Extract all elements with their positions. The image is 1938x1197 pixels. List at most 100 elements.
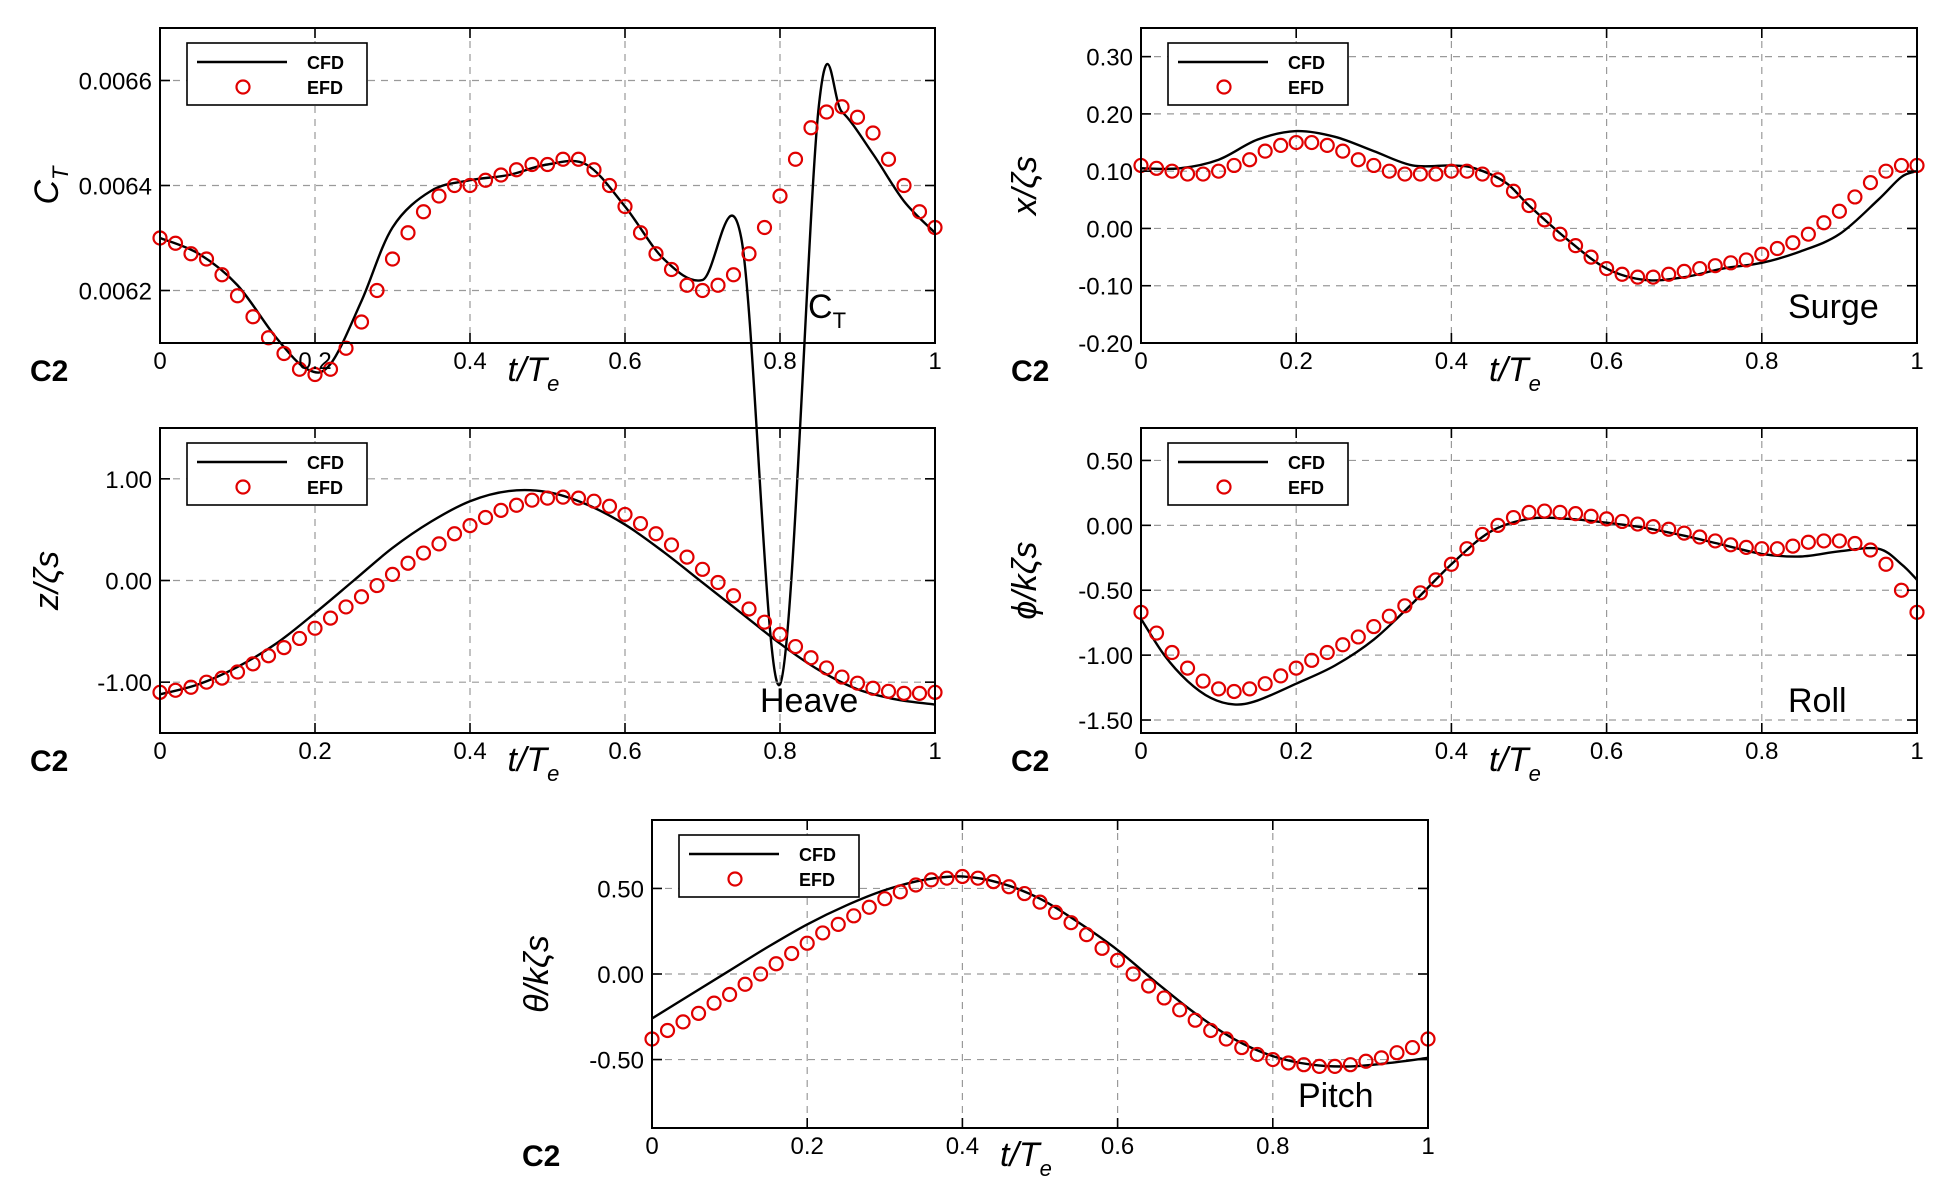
y-axis-label: θ/kζs bbox=[518, 935, 556, 1013]
y-tick-label: 1.00 bbox=[105, 467, 152, 494]
efd-data-point bbox=[1172, 1002, 1188, 1018]
efd-data-point bbox=[939, 870, 955, 886]
efd-data-point bbox=[1831, 533, 1848, 549]
efd-data-point bbox=[1257, 143, 1273, 159]
efd-data-point bbox=[617, 506, 633, 523]
efd-data-point bbox=[663, 261, 680, 278]
legend-box bbox=[186, 42, 368, 106]
efd-data-point bbox=[772, 188, 788, 204]
legend-efd-label: EFD bbox=[307, 478, 343, 498]
y-axis-label-main: x/ζs bbox=[1006, 156, 1044, 217]
efd-data-point bbox=[1800, 534, 1816, 550]
efd-data-point bbox=[1428, 572, 1444, 588]
x-axis-label-sub: e bbox=[547, 761, 559, 786]
x-axis-label-main: t/T bbox=[1489, 741, 1531, 779]
efd-data-point bbox=[508, 162, 525, 178]
efd-data-point bbox=[1769, 240, 1785, 257]
efd-data-point bbox=[1342, 1057, 1359, 1073]
x-tick-label: 0.4 bbox=[1435, 738, 1468, 765]
panel-tag: C2 bbox=[1011, 745, 1049, 778]
efd-data-point bbox=[679, 277, 695, 293]
y-tick-label: -1.00 bbox=[1078, 643, 1133, 670]
y-tick-label: 0.20 bbox=[1086, 102, 1133, 129]
efd-data-point bbox=[586, 493, 602, 509]
efd-data-point bbox=[276, 345, 292, 362]
legend: CFD EFD bbox=[186, 42, 368, 106]
y-tick-label: -1.50 bbox=[1078, 708, 1133, 735]
legend-efd-label: EFD bbox=[799, 870, 835, 890]
efd-data-point bbox=[849, 675, 866, 691]
efd-data-point bbox=[431, 536, 447, 552]
efd-data-point bbox=[877, 891, 893, 907]
efd-data-point bbox=[834, 669, 850, 685]
efd-data-point bbox=[659, 1022, 676, 1039]
x-tick-label: 0.4 bbox=[453, 348, 486, 375]
efd-data-point bbox=[586, 162, 602, 178]
efd-data-point bbox=[725, 588, 742, 604]
efd-data-point bbox=[555, 151, 571, 167]
efd-data-point bbox=[462, 517, 478, 534]
efd-data-point bbox=[322, 610, 339, 626]
chart-roll: 0 0.2 0.4 0.6 0.8 1 -1.50 -1.00 -0.50 0.00 0.50 t/T… bbox=[1006, 427, 1925, 786]
efd-data-point bbox=[1265, 1051, 1281, 1068]
x-tick-label: 0.8 bbox=[1745, 348, 1778, 375]
efd-data-point bbox=[1389, 1045, 1405, 1061]
chart-pitch: 0 0.2 0.4 0.6 0.8 1 -0.50 0.00 0.50 t/Te θ/kζs C2 Pi… bbox=[518, 819, 1436, 1181]
y-axis-label-main: z/ζs bbox=[28, 551, 66, 611]
efd-data-point bbox=[245, 656, 261, 672]
efd-data-point bbox=[706, 995, 722, 1011]
efd-data-point bbox=[849, 109, 866, 125]
efd-data-point bbox=[923, 872, 939, 888]
legend-cfd-label: CFD bbox=[1288, 453, 1325, 473]
efd-data-point bbox=[369, 282, 385, 299]
efd-data-point bbox=[384, 566, 401, 583]
efd-data-point bbox=[725, 267, 742, 283]
y-axis-label: CT bbox=[28, 165, 73, 205]
efd-data-point bbox=[1094, 940, 1110, 956]
efd-data-point bbox=[400, 555, 416, 571]
x-axis-label-main: t/T bbox=[1000, 1136, 1042, 1174]
efd-data-point bbox=[508, 497, 525, 513]
efd-data-point bbox=[1707, 533, 1723, 549]
plot-frame bbox=[1140, 427, 1918, 734]
x-tick-label: 1 bbox=[1910, 738, 1923, 765]
x-tick-label: 0.6 bbox=[608, 348, 641, 375]
legend-efd-swatch bbox=[235, 79, 251, 95]
legend-cfd-label: CFD bbox=[307, 53, 344, 73]
efd-data-point bbox=[1676, 263, 1692, 280]
efd-data-point bbox=[1210, 163, 1227, 179]
efd-data-point bbox=[1878, 163, 1894, 179]
efd-data-point bbox=[1148, 160, 1165, 176]
efd-data-point bbox=[861, 899, 877, 915]
efd-data-point bbox=[753, 966, 769, 982]
legend-efd-label: EFD bbox=[307, 78, 343, 98]
efd-data-point bbox=[183, 679, 199, 695]
efd-data-point bbox=[1381, 163, 1397, 179]
plot-frame bbox=[1140, 27, 1918, 344]
y-axis-label-sub: T bbox=[48, 165, 73, 180]
efd-data-point bbox=[1692, 529, 1708, 545]
x-tick-label: 0.8 bbox=[1256, 1133, 1289, 1160]
panel-tag: C2 bbox=[522, 1140, 560, 1173]
efd-data-point bbox=[1234, 1039, 1250, 1056]
efd-data-point bbox=[1203, 1022, 1219, 1039]
efd-data-point bbox=[1878, 556, 1894, 572]
legend-efd-label: EFD bbox=[1288, 78, 1324, 98]
efd-data-point bbox=[1831, 203, 1848, 219]
y-tick-label: 0.0062 bbox=[79, 279, 152, 306]
x-axis-label-main: t/T bbox=[508, 741, 550, 779]
y-tick-label: -0.20 bbox=[1078, 331, 1133, 358]
x-axis-label-sub: e bbox=[1040, 1156, 1052, 1181]
efd-data-point bbox=[1195, 166, 1211, 182]
x-tick-label: 0.4 bbox=[1435, 348, 1468, 375]
efd-data-point bbox=[477, 509, 494, 526]
efd-data-point bbox=[1816, 533, 1832, 549]
y-tick-label: 0.50 bbox=[597, 876, 644, 903]
efd-data-point bbox=[617, 198, 633, 215]
x-tick-label: 0.4 bbox=[453, 738, 486, 765]
efd-data-point bbox=[1707, 258, 1723, 274]
legend: CFD EFD bbox=[1167, 42, 1349, 106]
x-tick-label: 0.4 bbox=[946, 1133, 979, 1160]
x-tick-label: 0.2 bbox=[1280, 348, 1313, 375]
x-tick-label: 0.2 bbox=[298, 738, 331, 765]
